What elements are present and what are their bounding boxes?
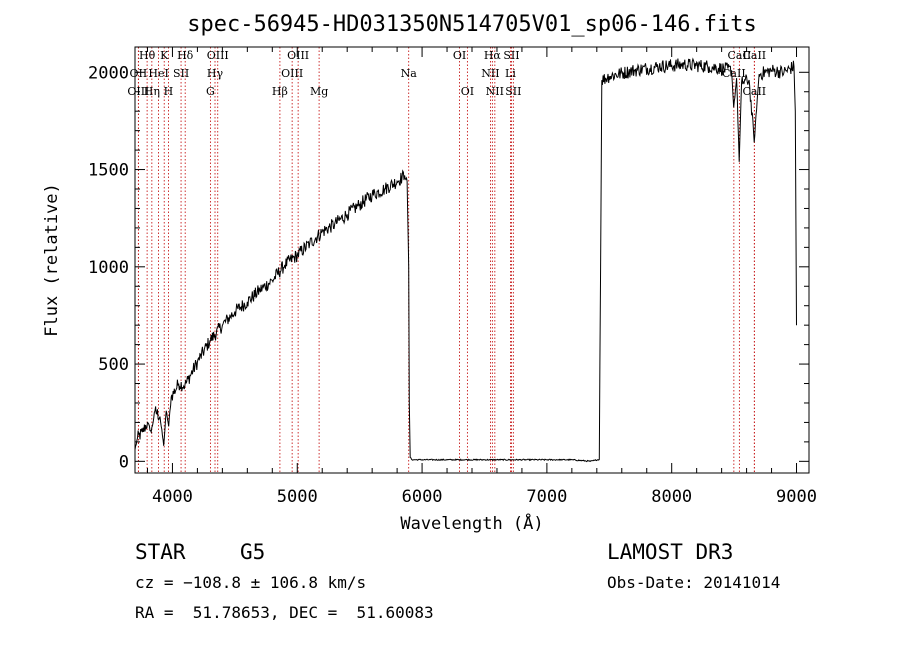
y-axis-label: Flux (relative) [42,183,62,337]
x-tick-label-6000: 6000 [402,487,443,507]
line-label-4: HeI [148,67,168,80]
x-axis-label: Wavelength (Å) [400,512,543,534]
y-tick-label-0: 0 [119,452,129,472]
object-type: STAR [135,540,186,564]
line-label-27: CaII [742,49,766,62]
x-tick-label-9000: 9000 [776,487,817,507]
line-label-21: NII [481,67,499,80]
line-label-11: G [206,85,215,98]
line-label-5: Hη [144,85,160,98]
line-label-12: Hβ [272,85,288,98]
line-label-25: CaII [722,67,746,80]
chart-title: spec-56945-HD031350N514705V01_sp06-146.f… [187,12,757,37]
y-tick-label-1000: 1000 [88,258,129,278]
line-label-23: NII [486,85,504,98]
line-label-7: H [164,85,174,98]
line-label-22: Li [505,67,516,80]
x-tick-label-8000: 8000 [651,487,692,507]
y-tick-label-500: 500 [98,355,129,375]
x-tick-label-5000: 5000 [277,487,318,507]
line-label-24: SII [505,85,521,98]
line-label-17: OI [453,49,466,62]
line-label-6: SII [173,67,189,80]
line-label-19: Hα [484,49,502,62]
line-label-13: OIII [287,49,309,62]
line-label-14: OIII [281,67,303,80]
line-label-18: OI [461,85,474,98]
observation-date: Obs-Date: 20141014 [607,573,781,592]
y-tick-label-1500: 1500 [88,161,129,181]
line-label-2: OIII [127,85,149,98]
redshift-cz: cz = −108.8 ± 106.8 km/s [135,573,367,592]
line-label-1: OII [130,67,148,80]
line-label-3: K [160,49,169,62]
x-tick-label-7000: 7000 [526,487,567,507]
plot-frame [134,46,810,474]
line-label-15: Mg [310,85,328,98]
y-tick-label-2000: 2000 [88,63,129,83]
axis-ticks: 4000 5000 6000 7000 8000 9000 0 500 1000 1500 2000 [88,47,817,507]
line-label-9: OIII [207,49,229,62]
line-label-28: CaII [742,85,766,98]
spectral-line-markers [137,47,755,473]
flux-series [134,57,797,463]
line-label-26: CaII [728,49,752,62]
spectral-line-labels: Hθ OII OIII K HeI Hη SII H Hδ OIII Hγ G Hβ OIII OIII Mg… [127,49,766,98]
subclass: G5 [240,540,266,564]
line-label-16: Na [401,67,418,80]
series-line-0 [134,57,797,463]
line-label-20: SII [503,49,519,62]
survey-name: LAMOST DR3 [607,540,734,564]
line-label-0: Hθ [139,49,156,62]
coordinates: RA = 51.78653, DEC = 51.60083 [135,603,434,622]
line-label-10: Hγ [207,67,224,80]
x-tick-label-4000: 4000 [152,487,193,507]
line-label-8: Hδ [177,49,194,62]
